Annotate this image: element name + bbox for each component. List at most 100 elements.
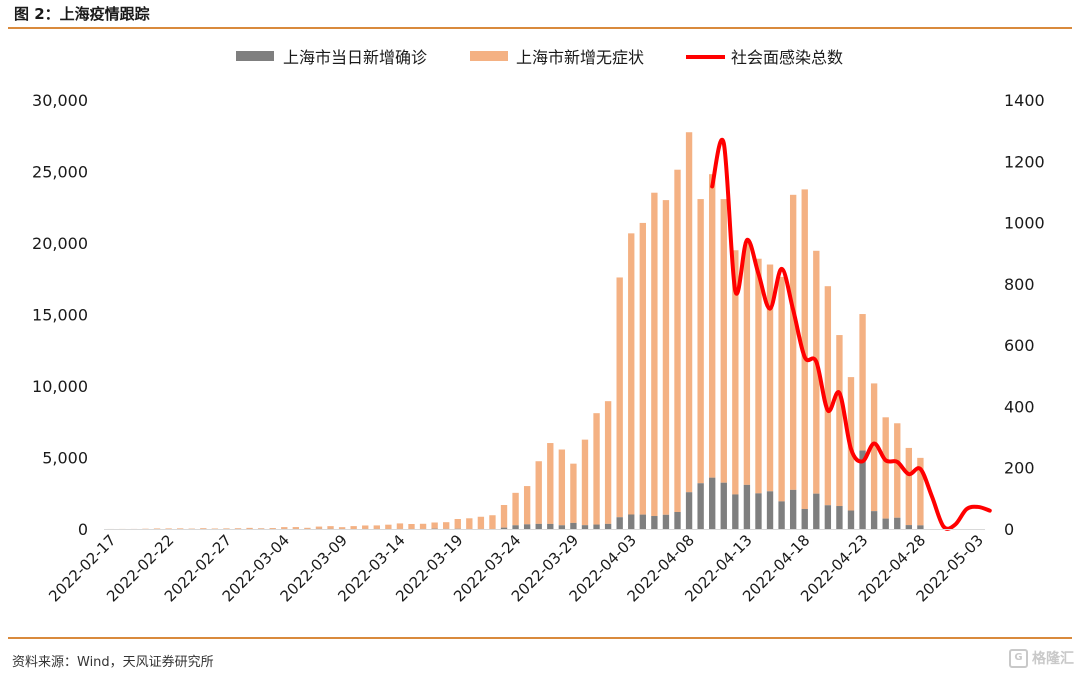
bars-layer [107, 132, 924, 529]
y-left-tick-label: 0 [78, 520, 88, 539]
bar-asymptomatic [859, 314, 866, 451]
bar-confirmed [616, 517, 623, 529]
bar-confirmed [801, 508, 808, 529]
bar-asymptomatic [396, 523, 404, 529]
bar-asymptomatic [234, 528, 242, 529]
bar-confirmed [547, 523, 554, 529]
bar-asymptomatic [766, 264, 774, 492]
y-axis-right: 0 200 400 600 800 1000 1200 1400 [1004, 91, 1045, 539]
bar-asymptomatic [732, 250, 739, 495]
legend-swatch-confirmed [236, 51, 274, 61]
bar-asymptomatic [269, 528, 276, 529]
bar-asymptomatic [836, 335, 843, 507]
bar-asymptomatic [177, 528, 184, 529]
bar-asymptomatic [350, 526, 357, 529]
bar-asymptomatic [778, 276, 785, 502]
y-right-tick-label: 600 [1004, 336, 1035, 355]
y-right-tick-label: 800 [1004, 275, 1035, 294]
bar-confirmed [500, 527, 508, 529]
bar-confirmed [512, 525, 519, 529]
figure-title: 图 2：上海疫情跟踪 [14, 5, 150, 23]
bar-asymptomatic [304, 527, 311, 529]
legend-label-community: 社会面感染总数 [731, 48, 843, 67]
bar-confirmed [581, 525, 589, 529]
watermark-logo-icon: G [1009, 648, 1028, 668]
line-community-infections [710, 137, 992, 531]
bar-asymptomatic [257, 528, 265, 529]
bar-asymptomatic [246, 527, 253, 529]
y-axis-left: 0 5,000 10,000 15,000 20,000 25,000 30,000 [32, 91, 88, 539]
bar-asymptomatic [639, 222, 646, 515]
bar-confirmed [662, 514, 670, 529]
bar-asymptomatic [408, 524, 415, 529]
bar-confirmed [813, 493, 820, 529]
bar-asymptomatic [558, 449, 566, 526]
bar-confirmed [628, 514, 635, 529]
bar-asymptomatic [720, 199, 727, 483]
legend-label-asymptomatic: 上海市新增无症状 [516, 48, 644, 67]
y-right-tick-label: 400 [1004, 397, 1035, 416]
watermark-text: 格隆汇 [1032, 651, 1074, 667]
watermark: G 格隆汇 [1009, 648, 1074, 668]
bar-confirmed [720, 482, 727, 529]
bar-confirmed [743, 484, 751, 529]
bar-asymptomatic [327, 526, 334, 529]
bar-asymptomatic [431, 522, 438, 529]
bar-asymptomatic [824, 286, 832, 506]
bar-asymptomatic [419, 523, 427, 529]
bar-confirmed [709, 477, 716, 529]
bar-asymptomatic [709, 174, 716, 478]
bar-asymptomatic [685, 132, 693, 493]
bar-confirmed [523, 524, 531, 529]
y-left-tick-label: 10,000 [32, 377, 88, 396]
bar-confirmed [789, 489, 797, 529]
bar-asymptomatic [755, 258, 762, 494]
bar-asymptomatic [223, 528, 230, 529]
y-left-tick-label: 5,000 [42, 449, 88, 468]
bar-asymptomatic [616, 277, 623, 518]
bar-confirmed [824, 505, 832, 529]
bar-asymptomatic [547, 443, 554, 524]
y-right-tick-label: 1400 [1004, 91, 1045, 110]
bar-confirmed [905, 525, 912, 529]
bar-asymptomatic [894, 423, 901, 518]
bar-asymptomatic [512, 492, 519, 526]
bar-asymptomatic [466, 518, 473, 529]
bar-asymptomatic [674, 169, 681, 512]
bar-asymptomatic [628, 233, 635, 515]
bar-asymptomatic [581, 439, 589, 526]
bar-confirmed [674, 512, 681, 529]
bar-asymptomatic [593, 413, 600, 525]
y-left-tick-label: 15,000 [32, 306, 88, 325]
bar-confirmed [535, 523, 542, 529]
bar-confirmed [604, 523, 612, 529]
bar-asymptomatic [523, 486, 531, 525]
bar-asymptomatic [211, 528, 219, 529]
bar-asymptomatic [153, 528, 161, 529]
bar-confirmed [558, 525, 566, 529]
bar-asymptomatic [315, 526, 323, 529]
bar-confirmed [639, 514, 646, 529]
footer-rule [8, 637, 1072, 639]
bar-asymptomatic [373, 525, 380, 529]
bar-confirmed [847, 510, 855, 529]
legend-swatch-asymptomatic [470, 51, 508, 61]
bar-asymptomatic [882, 417, 889, 519]
legend-label-confirmed: 上海市当日新增确诊 [283, 48, 427, 67]
bar-confirmed [685, 492, 693, 529]
bar-confirmed [778, 501, 785, 529]
bar-asymptomatic [905, 447, 912, 526]
bar-confirmed [836, 506, 843, 529]
x-axis: 2022-02-172022-02-222022-02-272022-03-04… [45, 531, 987, 605]
bar-confirmed [882, 518, 889, 529]
bar-asymptomatic [743, 242, 751, 485]
bar-asymptomatic [500, 505, 508, 528]
bar-asymptomatic [338, 527, 346, 529]
y-left-tick-label: 20,000 [32, 234, 88, 253]
y-right-tick-label: 0 [1004, 520, 1014, 539]
bar-confirmed [732, 494, 739, 529]
header-rule [8, 27, 1072, 29]
bar-asymptomatic [697, 199, 704, 484]
bar-confirmed [766, 491, 774, 529]
